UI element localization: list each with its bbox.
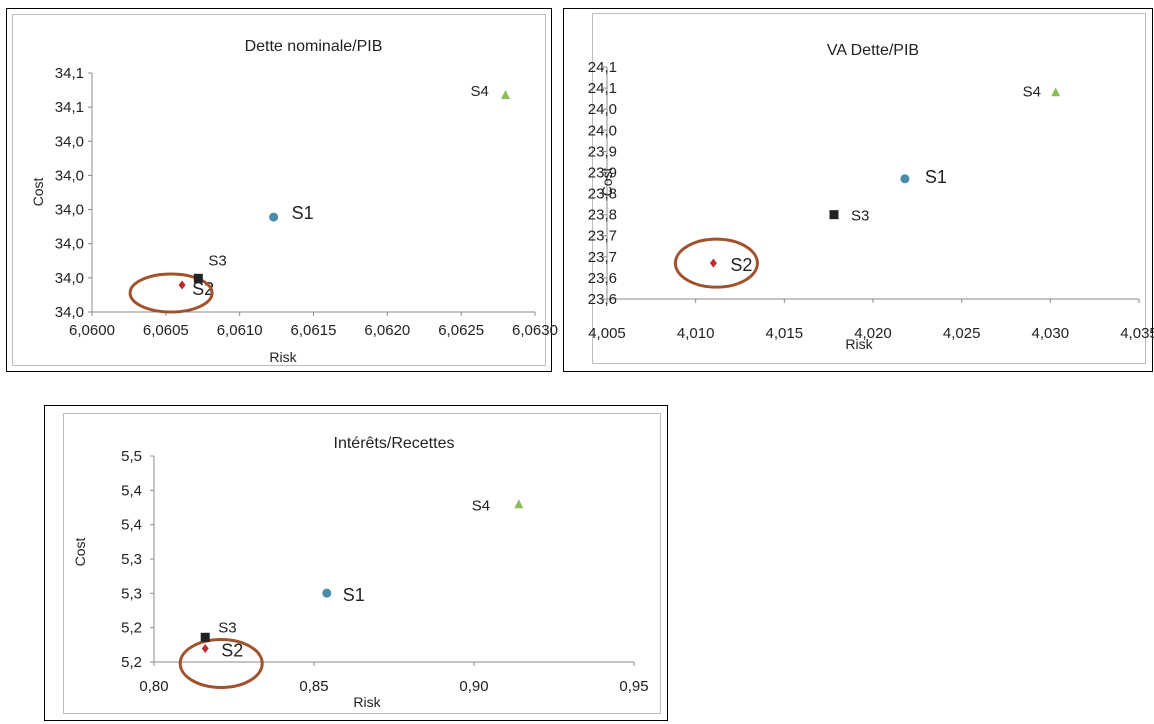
x-tick-label: 4,020	[854, 325, 892, 342]
highlight-ellipse-s2	[128, 272, 214, 314]
x-tick-label: 4,030	[1032, 325, 1070, 342]
y-axis-title: Cost	[30, 178, 46, 207]
y-tick-label: 34,0	[55, 167, 84, 184]
y-tick-label: 23,9	[588, 164, 617, 181]
x-tick-label: 0,90	[459, 678, 488, 695]
x-tick-label: 4,015	[766, 325, 804, 342]
y-tick-label: 34,1	[55, 65, 84, 82]
data-point-s3	[193, 273, 203, 283]
y-tick-label: 23,7	[588, 228, 617, 245]
x-tick-label: 4,005	[588, 325, 626, 342]
chart-title: Intérêts/Recettes	[334, 435, 455, 452]
y-tick-label: 5,3	[121, 585, 142, 602]
data-point-s4	[514, 499, 524, 509]
point-label-s1: S1	[292, 203, 314, 223]
point-label-s2: S2	[730, 255, 752, 275]
data-point-s1	[269, 212, 279, 222]
chart-area-border	[592, 13, 1146, 364]
y-tick-label: 34,0	[55, 133, 84, 150]
y-tick-label: 34,0	[55, 202, 84, 219]
data-point-s4	[1051, 87, 1061, 97]
x-tick-label: 4,010	[677, 325, 715, 342]
y-tick-label: 5,4	[121, 517, 142, 534]
point-label-s4: S4	[470, 83, 488, 100]
point-label-s2: S2	[221, 640, 243, 660]
x-axis-title: Risk	[269, 349, 297, 365]
x-tick-label: 4,035	[1120, 325, 1154, 342]
data-point-s3	[829, 210, 839, 220]
y-axis-title: Cost	[72, 538, 88, 567]
y-axis-title: Cost	[599, 168, 615, 197]
x-tick-label: 0,85	[299, 678, 328, 695]
y-tick-label: 24,0	[588, 101, 617, 118]
x-tick-label: 6,0605	[143, 322, 189, 339]
y-tick-label: 23,6	[588, 291, 617, 308]
data-point-s2	[709, 258, 717, 268]
scatter-chart-va-dette: VA Dette/PIB 23,6 23,6 23,7 23,7 23,8 23,8 23,9…	[588, 42, 1154, 352]
highlight-ellipse-s2	[178, 637, 264, 689]
highlight-ellipse-s2	[673, 237, 759, 289]
chart-title: Dette nominale/PIB	[245, 38, 383, 55]
x-tick-label: 0,95	[619, 678, 648, 695]
y-tick-label: 5,5	[121, 448, 142, 465]
y-tick-label: 34,0	[55, 270, 84, 287]
y-tick-label: 34,0	[55, 236, 84, 253]
x-tick-label: 4,025	[943, 325, 981, 342]
y-tick-label: 23,8	[588, 207, 617, 224]
chart-title: VA Dette/PIB	[827, 42, 919, 59]
point-label-s4: S4	[1023, 83, 1041, 100]
y-tick-label: 23,9	[588, 143, 617, 160]
data-point-s3	[200, 632, 210, 642]
y-tick-label: 24,1	[588, 80, 617, 97]
data-point-s2	[178, 280, 186, 290]
point-label-s3: S3	[218, 619, 236, 636]
x-tick-label: 6,0610	[217, 322, 263, 339]
y-tick-label: 23,8	[588, 186, 617, 203]
scatter-chart-dette-nominale: Dette nominale/PIB 34,0 34,0 34,0 34,0 34,0 34…	[30, 38, 558, 365]
y-tick-label: 23,7	[588, 249, 617, 266]
y-tick-label: 23,6	[588, 270, 617, 287]
point-label-s3: S3	[851, 208, 869, 225]
point-label-s1: S1	[925, 167, 947, 187]
point-label-s1: S1	[343, 585, 365, 605]
x-tick-label: 6,0620	[364, 322, 410, 339]
chart-panel-interets-recettes: Intérêts/Recettes 5,2 5,2 5,3 5,3 5,4 5,4 5,5 0,…	[44, 405, 668, 721]
chart-area-border	[63, 413, 661, 714]
data-point-s1	[322, 588, 332, 598]
chart-panel-dette-nominale: Dette nominale/PIB 34,0 34,0 34,0 34,0 34,0 34…	[6, 8, 558, 372]
chart-area-border	[12, 14, 546, 366]
x-axis-title: Risk	[845, 336, 873, 352]
data-point-s1	[900, 174, 910, 184]
y-tick-label: 5,2	[121, 654, 142, 671]
x-tick-label: 0,80	[139, 678, 168, 695]
point-label-s3: S3	[208, 252, 226, 269]
y-tick-label: 24,0	[588, 122, 617, 139]
data-point-s4	[500, 89, 510, 99]
chart-panel-va-dette: VA Dette/PIB 23,6 23,6 23,7 23,7 23,8 23,8 23,9…	[563, 8, 1154, 372]
x-tick-label: 6,0615	[291, 322, 337, 339]
y-tick-label: 24,1	[588, 59, 617, 76]
data-point-s2	[201, 643, 209, 653]
point-label-s4: S4	[472, 497, 490, 514]
x-tick-label: 6,0625	[438, 322, 484, 339]
y-tick-label: 5,4	[121, 482, 142, 499]
y-tick-label: 5,2	[121, 620, 142, 637]
y-tick-label: 34,0	[55, 304, 84, 321]
scatter-chart-interets-recettes: Intérêts/Recettes 5,2 5,2 5,3 5,3 5,4 5,4 5,5 0,…	[72, 435, 649, 710]
y-tick-label: 34,1	[55, 99, 84, 116]
y-tick-label: 5,3	[121, 551, 142, 568]
x-axis-title: Risk	[353, 694, 381, 710]
x-tick-label: 6,0600	[69, 322, 115, 339]
x-tick-label: 6,0630	[512, 322, 558, 339]
